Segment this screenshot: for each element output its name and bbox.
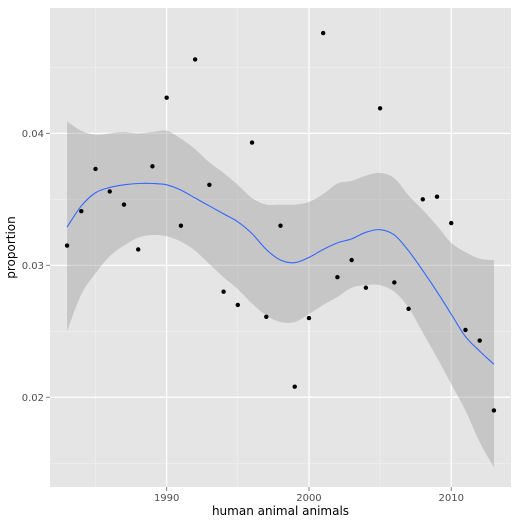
data-point: [320, 30, 326, 36]
y-axis-title: proportion: [4, 216, 18, 279]
data-point: [150, 164, 155, 169]
smooth-trend-line: [66, 182, 495, 365]
data-point: [79, 209, 84, 214]
data-point: [107, 189, 112, 194]
data-point: [264, 314, 269, 319]
x-axis-ticks: 1990 2000 2010: [154, 487, 464, 504]
data-point: [278, 223, 283, 228]
data-point: [392, 280, 397, 285]
confidence-ribbon: [67, 121, 494, 468]
data-point: [249, 140, 255, 145]
data-point: [221, 289, 226, 294]
data-points: [64, 30, 497, 413]
data-point: [192, 57, 198, 62]
data-point: [164, 95, 169, 100]
x-tick-label: 1990: [154, 493, 179, 504]
x-tick-label: 2010: [439, 493, 464, 504]
x-axis-title: human animal animals: [212, 504, 349, 518]
y-tick-label: 0.03: [22, 261, 44, 272]
data-point: [349, 257, 354, 263]
data-point: [306, 315, 312, 321]
data-point: [178, 223, 184, 228]
minor-gridlines: [50, 8, 511, 487]
y-tick-label: 0.02: [22, 393, 44, 404]
data-point: [449, 220, 454, 226]
data-point: [207, 182, 212, 188]
data-point: [64, 243, 70, 248]
data-point: [477, 338, 482, 343]
data-point: [121, 202, 127, 207]
data-point: [420, 197, 425, 202]
data-point: [136, 247, 141, 252]
data-point: [363, 285, 369, 290]
plot-panel: [50, 8, 511, 487]
data-point: [292, 384, 297, 389]
x-tick-label: 2000: [296, 493, 321, 504]
data-point: [463, 327, 468, 333]
data-point: [406, 306, 411, 312]
data-point: [93, 166, 98, 172]
y-tick-label: 0.04: [22, 129, 44, 140]
data-point: [335, 274, 340, 280]
y-axis-ticks: 0.02 0.03 0.04: [22, 129, 50, 404]
data-point: [235, 302, 241, 308]
data-point: [491, 408, 497, 413]
major-gridlines: [50, 8, 511, 487]
data-point: [377, 106, 383, 111]
data-point: [434, 194, 440, 199]
